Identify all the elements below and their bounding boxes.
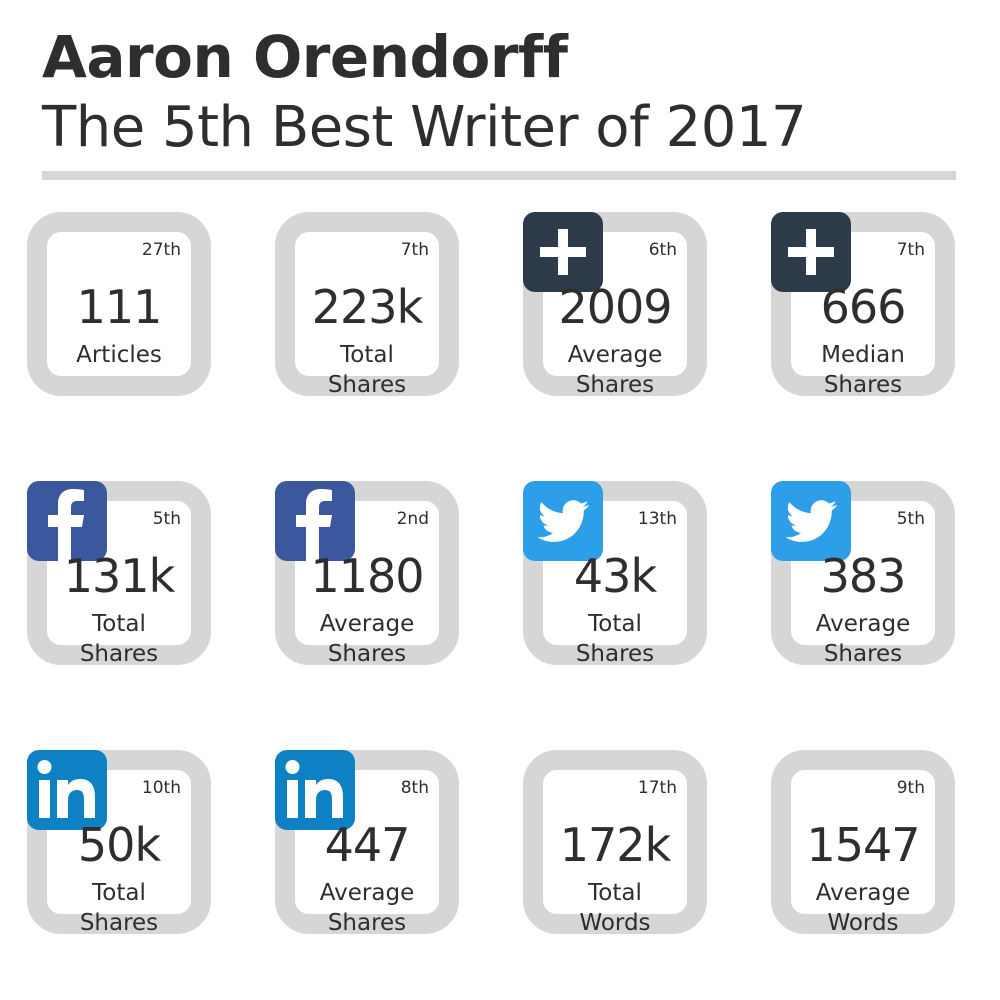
divider — [42, 171, 956, 180]
rank-label: 27th — [141, 240, 181, 260]
rank-label: 13th — [637, 509, 677, 529]
plus-icon — [771, 212, 851, 292]
stat-card-average-words: 9th 1547 Average Words — [771, 750, 955, 936]
stat-label-line1: Total — [92, 880, 146, 906]
twitter-icon — [771, 481, 851, 561]
stat-label-line2: Shares — [327, 910, 407, 936]
page-title: Aaron Orendorff — [42, 23, 568, 91]
stat-label-line1: Average — [319, 611, 415, 637]
stat-value: 131k — [63, 549, 175, 603]
stat-label-line1: Total — [588, 880, 642, 906]
stat-label-line2: Shares — [327, 372, 407, 398]
rank-label: 7th — [896, 240, 925, 260]
stat-label-line1: Average — [319, 880, 415, 906]
twitter-icon — [523, 481, 603, 561]
stat-label-line2: Words — [827, 910, 899, 936]
rank-label: 8th — [400, 778, 429, 798]
stat-label-line1: Median — [821, 342, 905, 368]
stat-label-line2: Shares — [79, 641, 159, 667]
stat-value: 43k — [573, 549, 657, 603]
stat-label-line1: Total — [588, 611, 642, 637]
stat-label-line2: Shares — [575, 641, 655, 667]
facebook-icon — [275, 481, 355, 561]
stat-value: 447 — [324, 818, 411, 872]
linkedin-icon — [27, 750, 107, 830]
stat-label-line2: Shares — [823, 641, 903, 667]
rank-label: 10th — [141, 778, 181, 798]
stat-label: Articles — [76, 342, 162, 368]
rank-label: 2nd — [396, 509, 429, 529]
stat-value: 1547 — [806, 818, 920, 872]
stat-label-line2: Shares — [79, 910, 159, 936]
stat-card-articles: 27th 111 Articles — [27, 212, 211, 396]
stat-label-line2: Shares — [575, 372, 655, 398]
stat-card-total-shares: 7th 223k Total Shares — [275, 212, 459, 398]
stat-label-line2: Shares — [327, 641, 407, 667]
stat-card-linkedin-total-shares: 10th 50k Total Shares — [27, 750, 211, 936]
stat-value: 223k — [311, 280, 423, 334]
rank-label: 9th — [896, 778, 925, 798]
stat-value: 2009 — [558, 280, 672, 334]
stat-card-total-words: 17th 172k Total Words — [523, 750, 707, 936]
stat-card-twitter-total-shares: 13th 43k Total Shares — [523, 481, 707, 667]
rank-label: 5th — [152, 509, 181, 529]
stat-value: 666 — [820, 280, 907, 334]
stat-card-linkedin-average-shares: 8th 447 Average Shares — [275, 750, 459, 936]
linkedin-icon — [275, 750, 355, 830]
stat-value: 1180 — [310, 549, 424, 603]
stat-card-average-shares: 6th 2009 Average Shares — [523, 212, 707, 398]
stat-label-line1: Average — [815, 611, 911, 637]
stat-card-median-shares: 7th 666 Median Shares — [771, 212, 955, 398]
stat-value: 383 — [820, 549, 907, 603]
stat-card-facebook-average-shares: 2nd 1180 Average Shares — [275, 481, 459, 667]
rank-label: 7th — [400, 240, 429, 260]
stat-value: 111 — [76, 280, 163, 334]
facebook-icon — [27, 481, 107, 561]
stat-value: 172k — [559, 818, 671, 872]
stat-label-line1: Average — [815, 880, 911, 906]
rank-label: 5th — [896, 509, 925, 529]
stat-card-facebook-total-shares: 5th 131k Total Shares — [27, 481, 211, 667]
stat-label-line2: Shares — [823, 372, 903, 398]
plus-icon — [523, 212, 603, 292]
stat-label-line1: Average — [567, 342, 663, 368]
rank-label: 6th — [648, 240, 677, 260]
stat-label-line2: Words — [579, 910, 651, 936]
rank-label: 17th — [637, 778, 677, 798]
page-subtitle: The 5th Best Writer of 2017 — [42, 95, 807, 160]
stat-value: 50k — [77, 818, 161, 872]
stat-label-line1: Total — [340, 342, 394, 368]
stat-card-twitter-average-shares: 5th 383 Average Shares — [771, 481, 955, 667]
stat-label-line1: Total — [92, 611, 146, 637]
